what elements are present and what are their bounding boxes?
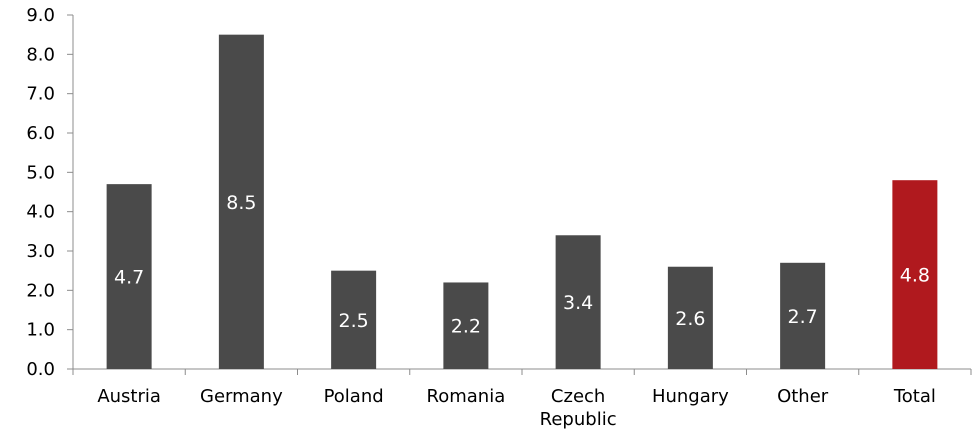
y-tick-label: 9.0 <box>26 5 55 26</box>
category-label: Austria <box>97 386 161 407</box>
y-tick-label: 5.0 <box>26 162 55 183</box>
data-label: 2.5 <box>339 310 369 332</box>
y-tick-label: 0.0 <box>26 359 55 380</box>
bar <box>331 270 377 369</box>
y-tick-label: 8.0 <box>26 44 55 65</box>
bar <box>443 282 489 369</box>
data-labels: 4.7 8.5 2.5 2.2 3.4 2.6 2.7 4.8 <box>114 192 930 338</box>
y-tick-label: 2.0 <box>26 280 55 301</box>
category-label-line: Other <box>777 386 829 407</box>
category-label-line: Austria <box>97 386 161 407</box>
category-label-line: Republic <box>540 409 617 430</box>
bar <box>218 34 264 370</box>
bar <box>780 262 826 369</box>
category-labels: Austria Germany Poland Romania Czech Republic… <box>97 386 936 430</box>
bar <box>106 184 152 369</box>
data-label: 4.7 <box>114 267 144 289</box>
y-tick-label: 7.0 <box>26 84 55 105</box>
y-tick-label: 6.0 <box>26 123 55 144</box>
y-tick-label: 3.0 <box>26 241 55 262</box>
data-label: 4.8 <box>900 265 930 287</box>
category-label-line: Romania <box>427 386 506 407</box>
y-tick-label: 4.0 <box>26 202 55 223</box>
bar <box>555 235 601 369</box>
bar <box>892 180 938 369</box>
data-label: 3.4 <box>563 292 593 314</box>
data-label: 2.6 <box>675 308 705 330</box>
data-label: 2.2 <box>451 316 481 338</box>
category-label: Poland <box>324 386 384 407</box>
category-label-line: Czech <box>551 386 605 407</box>
data-label: 8.5 <box>226 192 256 214</box>
category-label-line: Poland <box>324 386 384 407</box>
category-label: Hungary <box>652 386 729 407</box>
x-axis <box>72 368 972 375</box>
category-label: Total <box>893 386 936 407</box>
category-label-line: Germany <box>200 386 283 407</box>
category-label: Germany <box>200 386 283 407</box>
category-label-line: Total <box>893 386 936 407</box>
bar <box>667 266 713 369</box>
bars <box>106 34 938 370</box>
data-label: 2.7 <box>788 306 818 328</box>
y-tick-label: 1.0 <box>26 320 55 341</box>
category-label: Romania <box>427 386 506 407</box>
category-label: Czech Republic <box>540 386 617 430</box>
y-axis: 0.0 1.0 2.0 3.0 4.0 5.0 6.0 7.0 8.0 9.0 <box>26 5 74 380</box>
category-label-line: Hungary <box>652 386 729 407</box>
category-label: Other <box>777 386 829 407</box>
